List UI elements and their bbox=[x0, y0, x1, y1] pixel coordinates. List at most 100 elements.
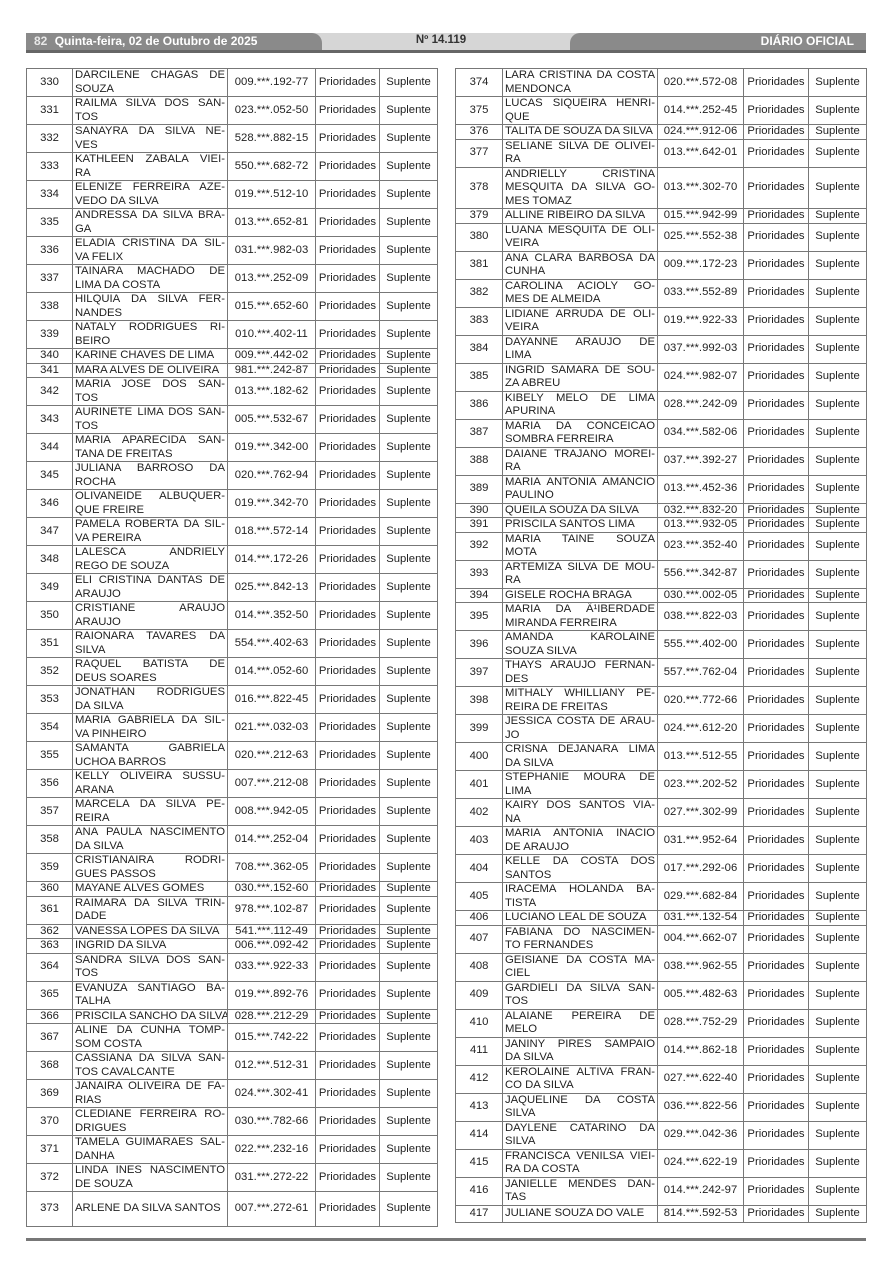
candidate-name-line: MARIA GABRIELA DA SIL- bbox=[75, 714, 225, 727]
table-row: 373 ARLENE DA SILVA SANTOS 007.***.272-61 P… bbox=[26, 1191, 438, 1227]
candidate-name-line: JO bbox=[505, 728, 520, 741]
table-row: 357 MARCELA DA SILVA PE- REIRA 008.***.942-… bbox=[26, 797, 438, 826]
status: Suplente bbox=[379, 405, 438, 434]
table-row: 346 OLIVANEIDE ALBUQUER- QUE FREIRE 019.***… bbox=[26, 489, 438, 518]
candidate-name: JULIANA BARROSO DA ROCHA bbox=[72, 461, 228, 490]
table-row: 386 KIBELY MELO DE LIMA APURINA 028.***.242… bbox=[455, 390, 867, 420]
cpf-masked: 014.***.352-50 bbox=[227, 601, 316, 630]
row-number: 350 bbox=[26, 601, 73, 630]
status: Suplente bbox=[808, 1036, 867, 1066]
row-number: 365 bbox=[26, 980, 73, 1010]
category: Prioridades bbox=[315, 657, 380, 686]
category: Prioridades bbox=[315, 152, 380, 181]
status: Suplente bbox=[808, 658, 867, 687]
category: Prioridades bbox=[315, 348, 380, 364]
status: Suplente bbox=[808, 559, 867, 589]
candidate-name-line: TOS bbox=[505, 995, 529, 1007]
candidate-name-line: SOMBRA FERREIRA bbox=[505, 433, 614, 445]
table-row: 387 MARIA DA CONCEICAO SOMBRA FERREIRA 034.… bbox=[455, 418, 867, 448]
category: Prioridades bbox=[315, 320, 380, 349]
category: Prioridades bbox=[743, 1204, 809, 1223]
candidate-name-line: TOS bbox=[75, 419, 99, 432]
candidate-name-line: ALLINE RIBEIRO DA SILVA bbox=[505, 209, 646, 221]
candidate-name-line: CO DA SILVA bbox=[505, 1079, 574, 1091]
candidate-name: INGRID DA SILVA bbox=[72, 938, 228, 954]
cpf-masked: 013.***.252-09 bbox=[227, 264, 316, 293]
category: Prioridades bbox=[743, 166, 809, 209]
candidate-name: JONATHAN RODRIGUES DA SILVA bbox=[72, 685, 228, 714]
candidate-name: FABIANA DO NASCIMEN- TO FERNANDES bbox=[502, 924, 658, 954]
status: Suplente bbox=[379, 433, 438, 462]
category: Prioridades bbox=[743, 1064, 809, 1094]
row-number: 415 bbox=[455, 1148, 503, 1178]
candidate-name-line: TOS bbox=[75, 391, 99, 404]
candidate-name-line: SILVA bbox=[75, 643, 106, 656]
category: Prioridades bbox=[743, 686, 809, 715]
candidate-name-line: DE SOUZA bbox=[75, 1177, 133, 1190]
category: Prioridades bbox=[315, 461, 380, 490]
category: Prioridades bbox=[315, 895, 380, 925]
row-number: 397 bbox=[455, 658, 503, 687]
table-row: 390 QUEILA SOUZA DA SILVA 032.***.832-20 Pr… bbox=[455, 502, 867, 518]
row-number: 357 bbox=[26, 797, 73, 826]
candidate-name-line: LINDA INES NASCIMENTO bbox=[75, 1164, 225, 1177]
table-row: 341 MARA ALVES DE OLIVEIRA 981.***.242-87 P… bbox=[26, 362, 438, 378]
candidate-name-line: MITHALY WHILLIANY PE- bbox=[505, 687, 655, 700]
candidate-name: MARIA DA Ä¹IBERDADE MIRANDA FERREIRA bbox=[502, 602, 658, 631]
candidate-name: EVANUZA SANTIAGO BA- TALHA bbox=[72, 980, 228, 1010]
table-row: 393 ARTEMIZA SILVA DE MOU- RA 556.***.342-8… bbox=[455, 559, 867, 589]
category: Prioridades bbox=[315, 1191, 380, 1227]
row-number: 384 bbox=[455, 334, 503, 364]
table-row: 330 DARCILENE CHAGAS DE SOUZA 009.***.192-7… bbox=[26, 68, 438, 97]
candidate-name: MARIA DA CONCEICAO SOMBRA FERREIRA bbox=[502, 418, 658, 448]
status: Suplente bbox=[379, 489, 438, 518]
status: Suplente bbox=[808, 714, 867, 743]
row-number: 380 bbox=[455, 222, 503, 252]
candidate-name: DAYANNE ARAUJO DE LIMA bbox=[502, 334, 658, 364]
row-number: 353 bbox=[26, 685, 73, 714]
table-row: 375 LUCAS SIQUEIRA HENRI- QUE 014.***.252-4… bbox=[455, 96, 867, 125]
category: Prioridades bbox=[315, 741, 380, 770]
table-row: 395 MARIA DA Ä¹IBERDADE MIRANDA FERREIRA 03… bbox=[455, 602, 867, 631]
category: Prioridades bbox=[315, 1079, 380, 1108]
row-number: 335 bbox=[26, 208, 73, 237]
status: Suplente bbox=[808, 502, 867, 518]
candidate-name: ANDRESSA DA SILVA BRA- GA bbox=[72, 208, 228, 237]
candidate-name-line: JANIELLE MENDES DAN- bbox=[505, 1177, 655, 1190]
candidate-name-line: JONATHAN RODRIGUES bbox=[75, 686, 225, 699]
category: Prioridades bbox=[743, 502, 809, 518]
status: Suplente bbox=[808, 1204, 867, 1223]
cpf-masked: 031.***.272-22 bbox=[227, 1163, 316, 1192]
cpf-masked: 019.***.922-33 bbox=[657, 306, 744, 336]
candidate-name: ANA PAULA NASCIMENTO DA SILVA bbox=[72, 825, 228, 854]
category: Prioridades bbox=[743, 362, 809, 392]
category: Prioridades bbox=[315, 797, 380, 826]
status: Suplente bbox=[808, 306, 867, 336]
status: Suplente bbox=[379, 1079, 438, 1108]
candidate-name-line: ARAUJO bbox=[75, 615, 121, 628]
candidate-name-line: MENDONCA bbox=[505, 82, 571, 95]
cpf-masked: 010.***.402-11 bbox=[227, 320, 316, 349]
candidate-name-line: NA bbox=[505, 812, 521, 825]
cpf-masked: 037.***.392-27 bbox=[657, 446, 744, 476]
row-number: 408 bbox=[455, 952, 503, 982]
row-number: 366 bbox=[26, 1008, 73, 1024]
cpf-masked: 018.***.572-14 bbox=[227, 517, 316, 546]
candidate-name-line: EVANUZA SANTIAGO BA- bbox=[75, 981, 225, 994]
table-row: 400 CRISNA DEJANARA LIMA DA SILVA 013.***.5… bbox=[455, 742, 867, 771]
row-number: 368 bbox=[26, 1051, 73, 1080]
cpf-masked: 023.***.052-50 bbox=[227, 96, 316, 125]
table-row: 385 INGRID SAMARA DE SOU- ZA ABREU 024.***.… bbox=[455, 362, 867, 392]
candidate-name-line: MELO bbox=[505, 1023, 538, 1035]
candidate-name-line: PAULINO bbox=[505, 489, 554, 501]
row-number: 358 bbox=[26, 825, 73, 854]
row-number: 412 bbox=[455, 1064, 503, 1094]
row-number: 364 bbox=[26, 952, 73, 982]
row-number: 373 bbox=[26, 1191, 73, 1227]
candidate-name-line: LIMA bbox=[505, 784, 532, 797]
category: Prioridades bbox=[315, 405, 380, 434]
row-number: 342 bbox=[26, 377, 73, 406]
category: Prioridades bbox=[743, 334, 809, 364]
category: Prioridades bbox=[743, 770, 809, 799]
table-row: 415 FRANCISCA VENILSA VIEI- RA DA COSTA 024… bbox=[455, 1148, 867, 1178]
